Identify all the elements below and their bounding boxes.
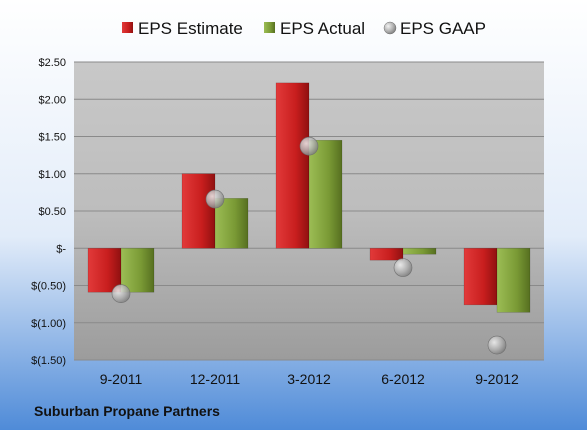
bar-eps-actual-3-2012	[308, 139, 343, 249]
y-axis-labels: $2.50 $2.00 $1.50 $1.00 $0.50 $- $(0.50) $(1.00…	[31, 57, 66, 367]
legend-swatch-eps-gaap	[383, 21, 397, 35]
bar-eps-actual-12-2011	[214, 198, 249, 249]
y-tick-label: $1.50	[38, 132, 66, 144]
company-name: Suburban Propane Partners	[34, 403, 220, 419]
marker-eps-gaap-9-2011	[111, 284, 131, 303]
bars-layer	[87, 82, 531, 313]
markers-layer	[111, 136, 507, 355]
bar-eps-estimate-9-2012	[463, 248, 498, 306]
legend-swatch-eps-actual	[264, 22, 275, 33]
x-category-label: 12-2011	[190, 371, 241, 387]
x-category-label: 9-2011	[100, 371, 143, 387]
bar-eps-estimate-6-2012	[369, 248, 404, 261]
y-tick-label: $1.00	[38, 169, 66, 181]
legend: EPS Estimate EPS Actual EPS GAAP	[122, 19, 486, 38]
x-category-label: 6-2012	[381, 371, 425, 387]
y-tick-label: $2.00	[38, 94, 66, 106]
legend-label-eps-estimate: EPS Estimate	[138, 19, 243, 38]
bar-eps-actual-9-2011	[120, 248, 155, 293]
bar-eps-estimate-9-2011	[87, 248, 122, 293]
bar-eps-estimate-12-2011	[181, 173, 216, 249]
legend-label-eps-gaap: EPS GAAP	[400, 19, 486, 38]
y-tick-label: $(0.50)	[31, 281, 66, 293]
bar-eps-estimate-3-2012	[275, 82, 310, 249]
marker-eps-gaap-3-2012	[299, 136, 319, 156]
bar-eps-actual-9-2012	[496, 248, 531, 313]
y-tick-label: $(1.50)	[31, 355, 66, 367]
marker-eps-gaap-9-2012	[487, 335, 507, 355]
bar-eps-actual-6-2012	[402, 248, 437, 255]
y-tick-label: $2.50	[38, 57, 66, 69]
y-tick-label: $0.50	[38, 206, 66, 218]
y-tick-label: $-	[56, 243, 66, 255]
marker-eps-gaap-6-2012	[393, 258, 413, 277]
legend-label-eps-actual: EPS Actual	[280, 19, 365, 38]
x-category-label: 9-2012	[475, 371, 519, 387]
x-axis-labels: 9-2011 12-2011 3-2012 6-2012 9-2012	[100, 371, 519, 387]
y-tick-label: $(1.00)	[31, 318, 66, 330]
marker-eps-gaap-12-2011	[205, 189, 225, 209]
legend-swatch-eps-estimate	[122, 22, 133, 33]
x-category-label: 3-2012	[287, 371, 331, 387]
